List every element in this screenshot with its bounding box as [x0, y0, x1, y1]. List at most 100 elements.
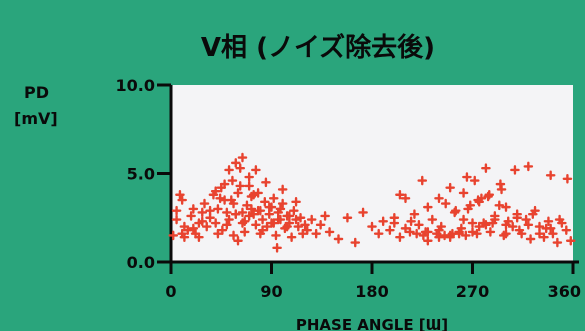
data-point — [405, 227, 415, 237]
data-point — [302, 225, 313, 235]
data-point — [268, 193, 279, 204]
data-point — [565, 235, 576, 246]
data-point — [213, 204, 223, 214]
data-point — [561, 225, 572, 235]
data-point — [494, 200, 505, 211]
data-point — [297, 228, 308, 239]
data-point — [194, 232, 204, 243]
data-point — [228, 230, 239, 241]
y-tick-label: 0.0 — [127, 253, 155, 272]
data-point — [251, 220, 261, 230]
data-point — [293, 221, 304, 232]
data-point — [237, 207, 248, 218]
data-point — [175, 189, 185, 200]
x-tick-label: 90 — [260, 282, 282, 301]
axes — [157, 83, 579, 274]
data-point — [495, 179, 506, 189]
data-point — [244, 181, 254, 191]
data-point — [378, 216, 388, 227]
data-point — [465, 200, 476, 211]
data-point — [284, 211, 295, 221]
data-point — [411, 228, 422, 239]
chart-title: V相 (ノイズ除去後) — [201, 32, 435, 63]
data-point — [434, 232, 444, 243]
data-point — [541, 223, 551, 234]
data-point — [233, 235, 243, 246]
scatter-points — [168, 152, 576, 253]
data-point — [264, 202, 275, 212]
data-point — [273, 214, 283, 225]
data-point — [456, 223, 467, 234]
data-point — [253, 188, 263, 198]
data-point — [445, 182, 455, 193]
data-point — [440, 198, 451, 209]
data-point — [400, 223, 411, 234]
data-point — [177, 195, 187, 205]
data-point — [528, 209, 538, 220]
data-point — [434, 193, 444, 204]
data-point — [409, 209, 420, 220]
data-point — [224, 165, 234, 175]
data-point — [461, 230, 471, 241]
data-point — [406, 216, 416, 227]
data-point — [395, 232, 405, 243]
data-point — [501, 202, 511, 212]
data-point — [219, 195, 230, 205]
data-point — [261, 177, 271, 188]
data-point — [423, 227, 433, 237]
data-point — [286, 232, 297, 243]
data-point — [222, 220, 232, 230]
data-point — [233, 188, 243, 198]
data-point — [216, 182, 227, 193]
data-point — [324, 227, 335, 237]
data-point — [501, 228, 511, 239]
data-point — [395, 189, 405, 200]
data-point — [523, 161, 534, 172]
y-tick-label: 5.0 — [127, 165, 155, 184]
data-point — [484, 189, 495, 200]
data-point — [266, 218, 277, 228]
data-point — [244, 172, 254, 182]
data-point — [525, 234, 536, 244]
data-point — [213, 228, 223, 239]
data-point — [277, 198, 288, 209]
data-point — [235, 181, 246, 191]
data-point — [222, 207, 232, 218]
data-point — [239, 227, 250, 237]
data-point — [306, 214, 317, 225]
data-point — [205, 205, 215, 216]
data-point — [311, 228, 321, 239]
data-point — [235, 163, 246, 173]
data-point — [186, 211, 196, 221]
data-point — [385, 225, 395, 235]
data-point — [237, 152, 248, 163]
data-point — [230, 158, 241, 168]
data-point — [171, 205, 182, 216]
data-point — [300, 220, 310, 230]
data-point — [423, 202, 433, 212]
data-point — [168, 230, 179, 241]
y-axis-label-line1: PD — [24, 83, 49, 102]
data-point — [521, 214, 531, 225]
data-point — [367, 221, 377, 232]
data-point — [177, 228, 187, 239]
data-point — [255, 205, 266, 216]
data-point — [210, 218, 221, 228]
x-tick-label: 180 — [355, 282, 388, 301]
data-point — [260, 197, 270, 207]
data-point — [454, 228, 464, 239]
data-point — [251, 165, 261, 175]
data-point — [389, 212, 400, 223]
data-point — [315, 220, 326, 230]
data-point — [467, 218, 478, 228]
data-point — [282, 221, 292, 232]
data-point — [197, 216, 208, 227]
data-point — [277, 184, 288, 195]
data-point — [342, 212, 353, 223]
x-tick-label: 0 — [165, 282, 176, 301]
data-point — [474, 221, 484, 232]
data-point — [242, 200, 252, 211]
data-point — [227, 175, 238, 186]
y-tick-labels: 0.0 5.0 10.0 — [116, 76, 155, 272]
